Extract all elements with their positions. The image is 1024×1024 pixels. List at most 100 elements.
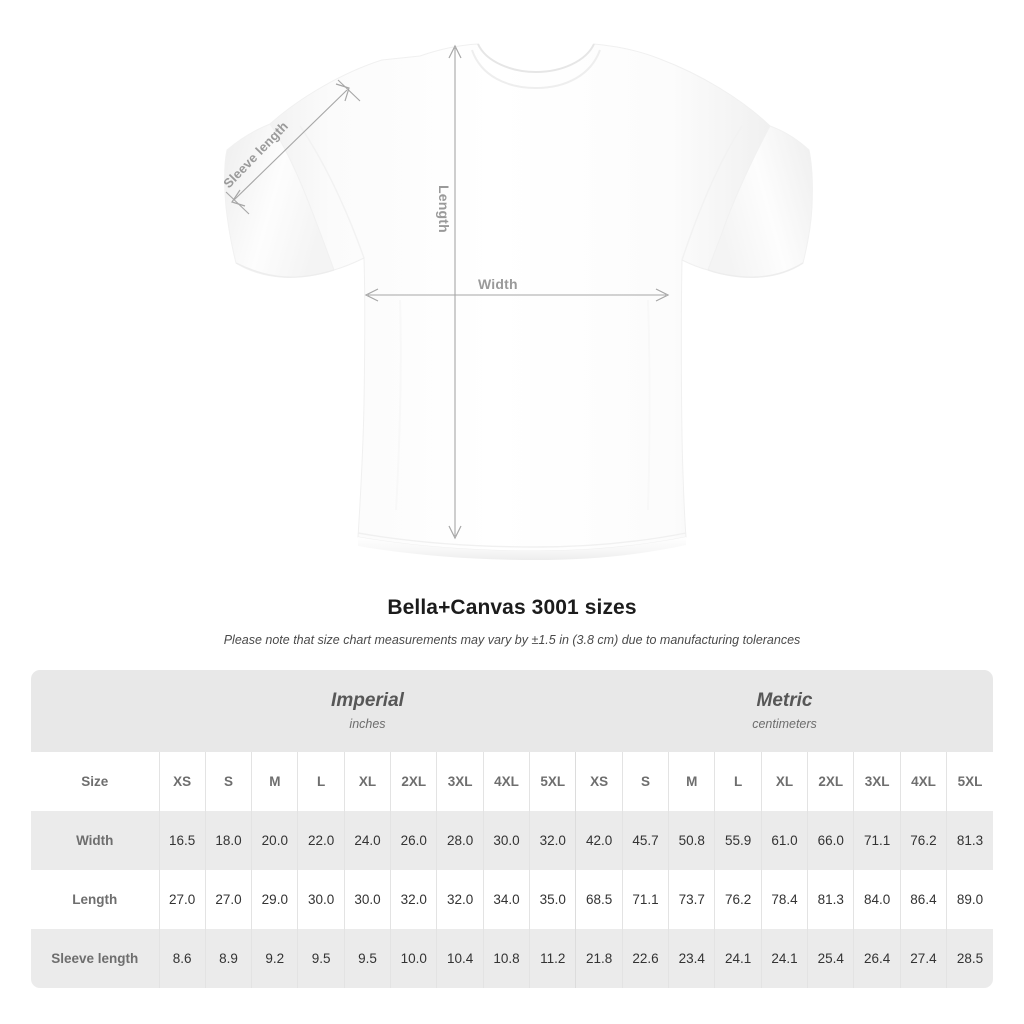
measurement-cell: 32.0 [529,811,576,870]
width-dimension-arrow [364,288,670,302]
measurement-cell: 22.6 [621,929,669,988]
size-column-header: 4XL [899,752,947,811]
measurement-cell: 8.6 [158,929,206,988]
measurement-cell: 32.0 [436,870,484,929]
size-header-row: Size XS S M L XL 2XL 3XL 4XL 5XL XS S M L XL 2XL 3XL 4XL… [31,752,993,811]
measurement-cell: 73.7 [668,870,715,929]
measurement-cell: 71.1 [621,870,669,929]
measurement-label: Sleeve length [31,929,159,988]
measurement-cell: 81.3 [807,870,854,929]
measurement-cell: 32.0 [390,870,437,929]
measurement-cell: 9.5 [297,929,345,988]
title-block: Bella+Canvas 3001 sizes Please note that… [0,596,1024,647]
measurement-label: Length [31,870,159,929]
measurement-cell: 27.0 [204,870,252,929]
measurement-cell: 26.4 [853,929,901,988]
size-column-header: M [251,752,298,811]
measurement-cell: 30.0 [343,870,391,929]
sleeve-length-dimension-arrow [225,79,361,215]
unit-metric-cell: Metric centimeters [575,670,993,752]
size-column-header: 5XL [946,752,993,811]
measurement-cell: 84.0 [853,870,901,929]
size-column-header: L [714,752,762,811]
size-column-header: XS [158,752,206,811]
measurement-cell: 21.8 [575,929,623,988]
page-title: Bella+Canvas 3001 sizes [387,596,637,619]
size-column-header: 5XL [529,752,576,811]
unit-band-row: Imperial inches Metric centimeters [31,670,993,752]
tshirt-illustration [224,43,813,560]
measurement-cell: 86.4 [899,870,947,929]
unit-imperial-name: Imperial [331,689,404,711]
measurement-cell: 81.3 [946,811,993,870]
length-label: Length [436,185,452,233]
measurement-cell: 61.0 [760,811,808,870]
dimension-lines [225,44,670,540]
measurement-cell: 8.9 [204,929,252,988]
size-column-header: M [668,752,715,811]
size-column-header: S [204,752,252,811]
measurement-cell: 10.8 [482,929,530,988]
size-column-header: 3XL [436,752,484,811]
table-row: Sleeve length 8.6 8.9 9.2 9.5 9.5 10.0 10.4 10.8… [31,929,993,988]
measurement-cell: 29.0 [251,870,298,929]
measurement-label: Width [31,811,159,870]
size-column-header: XL [343,752,391,811]
size-table-body: Width 16.5 18.0 20.0 22.0 24.0 26.0 28.0 30.0 32.… [31,811,993,988]
unit-band-spacer [31,670,159,752]
measurement-cell: 35.0 [529,870,576,929]
measurement-cell: 30.0 [482,811,530,870]
measurement-cell: 25.4 [807,929,854,988]
size-column-header: 4XL [482,752,530,811]
measurement-cell: 27.0 [158,870,206,929]
measurement-cell: 23.4 [668,929,715,988]
size-table-container: Imperial inches Metric centimeters Size … [31,670,993,988]
size-column-header: XL [760,752,808,811]
measurement-cell: 20.0 [251,811,298,870]
measurement-cell: 55.9 [714,811,762,870]
measurement-cell: 42.0 [575,811,623,870]
measurement-cell: 34.0 [482,870,530,929]
length-dimension-arrow [448,44,462,540]
measurement-cell: 26.0 [390,811,437,870]
measurement-cell: 89.0 [946,870,993,929]
measurement-cell: 66.0 [807,811,854,870]
measurement-cell: 76.2 [714,870,762,929]
measurement-cell: 18.0 [204,811,252,870]
size-column-header: 3XL [853,752,901,811]
tshirt-body-shape [224,43,813,560]
size-column-header: L [297,752,345,811]
measurement-cell: 45.7 [621,811,669,870]
measurement-cell: 22.0 [297,811,345,870]
measurement-cell: 24.1 [760,929,808,988]
size-column-header: S [621,752,669,811]
table-row: Width 16.5 18.0 20.0 22.0 24.0 26.0 28.0 30.0 32.… [31,811,993,870]
unit-metric-sub: centimeters [752,717,817,732]
measurement-cell: 10.4 [436,929,484,988]
size-column-header: 2XL [807,752,854,811]
measurement-cell: 11.2 [529,929,576,988]
measurement-cell: 50.8 [668,811,715,870]
size-column-header: 2XL [390,752,437,811]
measurement-cell: 24.1 [714,929,762,988]
garment-diagram: Sleeve length Length Width [220,43,813,560]
unit-imperial-sub: inches [349,717,386,732]
measurement-cell: 68.5 [575,870,623,929]
unit-metric-name: Metric [756,689,813,711]
table-row: Length 27.0 27.0 29.0 30.0 30.0 32.0 32.0 34.0 35… [31,870,993,929]
measurement-cell: 9.2 [251,929,298,988]
size-header-label: Size [31,752,159,811]
measurement-cell: 71.1 [853,811,901,870]
measurement-cell: 30.0 [297,870,345,929]
measurement-cell: 16.5 [158,811,206,870]
size-column-header: XS [575,752,623,811]
measurement-cell: 28.0 [436,811,484,870]
measurement-cell: 27.4 [899,929,947,988]
measurement-cell: 28.5 [946,929,993,988]
size-table: Imperial inches Metric centimeters Size … [31,670,993,988]
measurement-cell: 76.2 [899,811,947,870]
measurement-cell: 78.4 [760,870,808,929]
measurement-cell: 10.0 [390,929,437,988]
width-label: Width [478,276,518,292]
